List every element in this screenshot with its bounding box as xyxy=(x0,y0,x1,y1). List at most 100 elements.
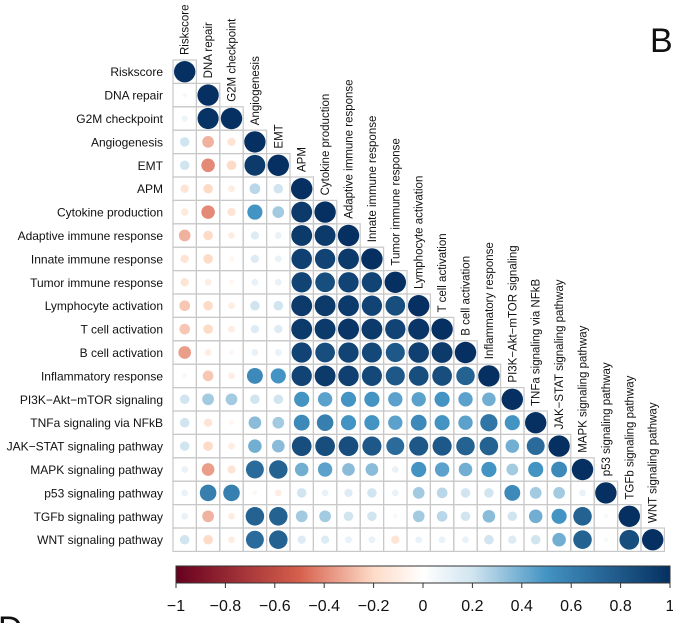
column-label: Adaptive immune response xyxy=(344,79,356,218)
corr-circle xyxy=(361,318,383,340)
row-label: Cytokine production xyxy=(57,206,163,220)
column-label: B cell activation xyxy=(461,256,473,336)
corr-circle xyxy=(249,183,261,195)
corr-circle xyxy=(269,530,288,549)
colorbar-tick-label: 0.4 xyxy=(511,598,533,615)
corr-circle xyxy=(552,532,566,547)
corr-circle xyxy=(501,388,523,410)
grid-layer xyxy=(172,59,665,552)
corr-circle xyxy=(504,484,521,501)
circle-layer xyxy=(174,60,664,551)
corr-circle xyxy=(244,154,266,176)
corr-circle xyxy=(338,272,359,293)
corr-circle xyxy=(202,393,214,406)
corr-circle xyxy=(321,489,329,497)
corr-circle xyxy=(179,441,190,451)
column-label: APM xyxy=(297,147,309,172)
corr-circle xyxy=(319,510,331,523)
corr-circle xyxy=(573,507,592,526)
corr-circle xyxy=(274,324,283,334)
corr-circle xyxy=(368,536,376,544)
corr-circle xyxy=(314,248,336,270)
colorbar: −1 −0.8 −0.6 −0.4 −0.2 0 0.2 0.4 0.6 0.8 1 xyxy=(167,565,673,615)
corr-circle xyxy=(181,512,189,520)
corr-circle xyxy=(270,368,286,384)
corr-circle xyxy=(408,366,429,386)
corr-circle xyxy=(202,136,214,148)
corr-circle xyxy=(228,325,235,333)
corr-circle xyxy=(320,535,330,544)
corr-circle xyxy=(314,365,336,387)
corr-circle xyxy=(228,185,235,193)
row-label: DNA repair xyxy=(104,89,163,103)
row-label: Riskscore xyxy=(110,65,163,79)
corr-circle xyxy=(479,436,499,456)
corr-circle xyxy=(436,510,448,522)
column-label: Innate immune response xyxy=(367,116,379,243)
corr-circle xyxy=(204,278,212,286)
corr-circle xyxy=(202,370,214,382)
corr-circle xyxy=(295,510,308,523)
column-label: TGFb signaling pathway xyxy=(624,375,636,499)
corr-circle xyxy=(364,415,380,431)
corr-circle xyxy=(454,341,477,364)
colorbar-tick-label: −0.6 xyxy=(259,598,291,615)
corr-circle xyxy=(337,224,360,247)
corr-circle xyxy=(384,271,406,293)
corr-circle xyxy=(548,435,570,457)
corr-circle xyxy=(434,391,450,407)
corr-circle xyxy=(297,535,306,544)
corr-circle xyxy=(248,416,262,430)
corr-circle xyxy=(179,137,190,147)
corr-circle xyxy=(250,231,260,240)
corr-circle xyxy=(361,365,382,386)
corr-circle xyxy=(458,462,473,477)
colorbar-tick-label: 0.8 xyxy=(609,598,631,615)
corr-circle xyxy=(272,206,285,218)
corr-circle xyxy=(458,392,473,407)
corr-circle xyxy=(273,183,284,194)
corr-circle xyxy=(482,509,496,523)
corr-circle xyxy=(203,534,213,545)
corr-circle xyxy=(386,437,405,456)
corr-circle xyxy=(203,300,213,311)
row-label: B cell activation xyxy=(80,346,163,360)
corr-circle xyxy=(181,489,189,497)
corr-circle xyxy=(252,490,258,496)
row-label: PI3K−Akt−mTOR signaling xyxy=(20,393,163,407)
corr-circle xyxy=(182,373,188,379)
column-label: G2M checkpoint xyxy=(227,18,239,102)
column-label: Inflammatory response xyxy=(484,242,496,359)
corr-circle xyxy=(291,295,313,317)
corr-circle xyxy=(203,254,213,264)
corr-circle xyxy=(220,107,243,130)
column-label: PI3K−Akt−mTOR signaling xyxy=(507,245,519,382)
row-label: TNFa signaling via NFkB xyxy=(30,416,163,430)
corr-circle xyxy=(228,372,235,380)
corr-circle xyxy=(274,232,282,239)
corr-circle xyxy=(203,324,213,334)
corr-circle xyxy=(619,529,640,550)
corr-circle xyxy=(296,488,307,498)
corr-circle xyxy=(291,342,312,363)
row-label: TGFb signaling pathway xyxy=(34,510,163,524)
corr-circle xyxy=(525,412,547,434)
corr-circle xyxy=(291,178,313,200)
corr-circle xyxy=(392,513,398,519)
corr-circle xyxy=(274,489,282,497)
row-label: JAK−STAT signaling pathway xyxy=(7,440,163,454)
colorbar-tick-label: 1 xyxy=(666,598,673,615)
corr-circle xyxy=(272,416,285,429)
corr-circle xyxy=(431,318,453,340)
corr-circle xyxy=(573,530,592,549)
corr-circle xyxy=(432,366,452,386)
corr-circle xyxy=(481,461,497,478)
corr-circle xyxy=(361,342,382,363)
corr-circle xyxy=(460,488,471,498)
corr-circle xyxy=(229,279,234,285)
panel-letter-b: B xyxy=(650,22,673,60)
corr-circle xyxy=(365,463,379,476)
corr-circle xyxy=(338,365,359,387)
corr-circle xyxy=(462,536,469,544)
corr-circle xyxy=(337,318,360,340)
